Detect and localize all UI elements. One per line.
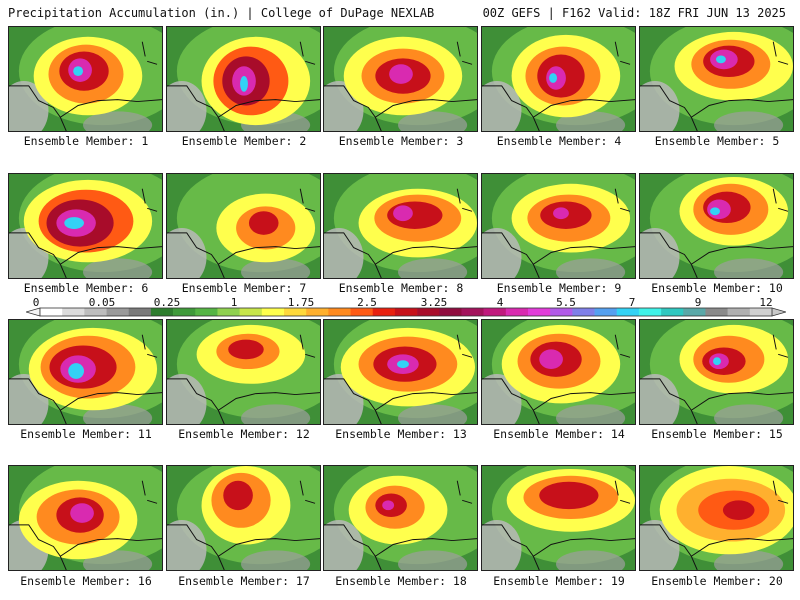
ensemble-member-label: Ensemble Member: 8 <box>338 281 464 295</box>
colorbar-tick-label: 4 <box>497 297 504 309</box>
colorbar-tick-label: 3.25 <box>421 297 448 309</box>
ensemble-member-map <box>639 465 794 571</box>
ensemble-member-label: Ensemble Member: 15 <box>651 427 783 441</box>
ensemble-member-label: Ensemble Member: 1 <box>23 134 149 148</box>
colorbar-swatch <box>572 308 595 316</box>
ensemble-member-label: Ensemble Member: 20 <box>651 574 783 588</box>
ensemble-member-label: Ensemble Member: 16 <box>20 574 152 588</box>
ensemble-member-map <box>639 26 794 132</box>
ensemble-member-map <box>481 319 636 425</box>
precip-colorbar: 0 0.05 0.25 1 1.75 2.5 3.25 4 5.5 7 9 12 <box>26 297 786 317</box>
ensemble-member-map <box>8 465 163 571</box>
colorbar-swatch <box>306 308 329 316</box>
colorbar-swatch <box>705 308 728 316</box>
colorbar-swatch <box>372 308 396 316</box>
colorbar-swatch <box>661 308 684 316</box>
ensemble-member-map <box>481 465 636 571</box>
colorbar-swatch <box>594 308 618 316</box>
colorbar-swatch <box>638 308 662 316</box>
ensemble-member-label: Ensemble Member: 18 <box>335 574 467 588</box>
ensemble-member-map <box>166 319 321 425</box>
colorbar-swatch <box>195 308 218 316</box>
ensemble-member-label: Ensemble Member: 12 <box>178 427 310 441</box>
colorbar-swatch <box>616 308 640 316</box>
ensemble-member-label: Ensemble Member: 10 <box>651 281 783 295</box>
ensemble-member-label: Ensemble Member: 3 <box>338 134 464 148</box>
colorbar-swatch <box>40 308 63 316</box>
colorbar-swatch <box>284 308 307 316</box>
page-title: Precipitation Accumulation (in.) | Colle… <box>8 6 435 20</box>
colorbar-swatch <box>749 308 773 316</box>
ensemble-member-map <box>166 26 321 132</box>
colorbar-swatch <box>84 308 107 316</box>
ensemble-member-map <box>8 26 163 132</box>
run-info: 00Z GEFS | F162 Valid: 18Z FRI JUN 13 20… <box>482 6 786 20</box>
colorbar-swatch <box>439 308 462 316</box>
colorbar-tick-label: 5.5 <box>556 297 576 309</box>
ensemble-member-map <box>323 173 478 279</box>
colorbar-swatch <box>394 308 418 316</box>
colorbar-swatch <box>128 308 152 316</box>
ensemble-member-map <box>8 173 163 279</box>
ensemble-member-map <box>8 319 163 425</box>
colorbar-tick-label: 12 <box>759 297 772 309</box>
colorbar-swatch <box>62 308 85 316</box>
colorbar-tick-label: 9 <box>695 297 702 309</box>
colorbar-swatch <box>350 308 374 316</box>
colorbar-swatch <box>239 308 263 316</box>
colorbar-swatch <box>150 308 174 316</box>
colorbar-swatch <box>217 308 240 316</box>
colorbar-swatch <box>683 308 706 316</box>
colorbar-swatch <box>173 308 196 316</box>
ensemble-member-map <box>639 173 794 279</box>
ensemble-member-label: Ensemble Member: 19 <box>493 574 625 588</box>
ensemble-member-label: Ensemble Member: 17 <box>178 574 310 588</box>
colorbar-swatch <box>328 308 351 316</box>
ensemble-member-label: Ensemble Member: 14 <box>493 427 625 441</box>
ensemble-member-label: Ensemble Member: 4 <box>496 134 622 148</box>
colorbar-swatch <box>106 308 130 316</box>
colorbar-tick-label: 1 <box>231 297 238 309</box>
colorbar-swatch <box>417 308 440 316</box>
colorbar-tick-label: 0.25 <box>154 297 181 309</box>
colorbar-swatch <box>505 308 529 316</box>
ensemble-member-label: Ensemble Member: 7 <box>181 281 307 295</box>
ensemble-member-map <box>323 465 478 571</box>
colorbar-tick-label: 7 <box>629 297 636 309</box>
ensemble-member-map <box>639 319 794 425</box>
colorbar-tick-label: 1.75 <box>288 297 315 309</box>
colorbar-swatch <box>483 308 507 316</box>
colorbar-tick-label: 2.5 <box>357 297 377 309</box>
ensemble-member-label: Ensemble Member: 2 <box>181 134 307 148</box>
ensemble-member-map <box>166 173 321 279</box>
colorbar-swatch <box>261 308 285 316</box>
colorbar-tick-label: 0 <box>33 297 40 309</box>
ensemble-member-map <box>166 465 321 571</box>
colorbar-tick-label: 0.05 <box>89 297 116 309</box>
colorbar-min-arrow <box>26 307 41 317</box>
ensemble-member-map <box>323 319 478 425</box>
colorbar-max-arrow <box>771 307 786 317</box>
ensemble-member-map <box>323 26 478 132</box>
ensemble-member-map <box>481 173 636 279</box>
colorbar-swatch <box>461 308 484 316</box>
ensemble-member-label: Ensemble Member: 6 <box>23 281 149 295</box>
colorbar-swatch <box>727 308 751 316</box>
ensemble-member-label: Ensemble Member: 13 <box>335 427 467 441</box>
ensemble-member-label: Ensemble Member: 5 <box>654 134 780 148</box>
ensemble-member-label: Ensemble Member: 11 <box>20 427 152 441</box>
ensemble-member-map <box>481 26 636 132</box>
colorbar-swatch <box>528 308 551 316</box>
ensemble-member-label: Ensemble Member: 9 <box>496 281 622 295</box>
colorbar-swatch <box>550 308 573 316</box>
